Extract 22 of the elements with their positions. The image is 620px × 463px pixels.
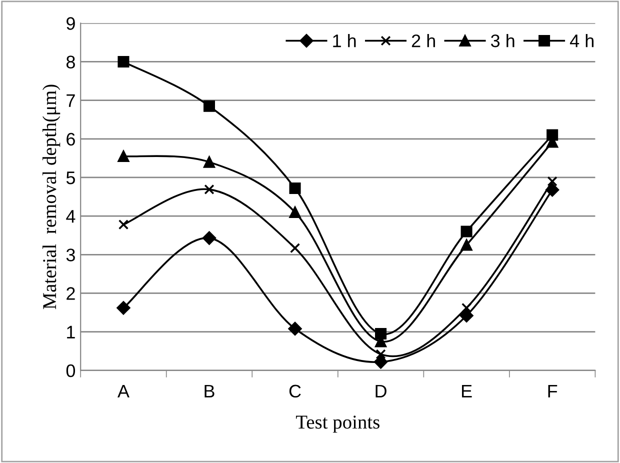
y-tick-label: 6 — [66, 132, 75, 146]
legend-label: 1 h — [333, 34, 356, 48]
y-tick-label: 3 — [66, 248, 75, 262]
y-tick-label: 4 — [66, 210, 76, 223]
x-tick-label: B — [204, 384, 214, 398]
y-tick-label: 7 — [66, 94, 75, 107]
legend-label: 4 h — [570, 34, 594, 48]
y-tick-label: 5 — [66, 172, 75, 184]
y-tick-label: 8 — [66, 56, 75, 68]
y-tick-label: 1 — [67, 326, 75, 338]
legend-label: 2 h — [412, 34, 435, 48]
y-tick-label: 2 — [66, 287, 75, 300]
x-tick-label: A — [118, 384, 130, 398]
x-tick-label: F — [548, 384, 558, 398]
legend-label: 3 h — [490, 34, 514, 48]
y-tick-label: 9 — [66, 17, 75, 30]
x-tick-label: D — [376, 384, 386, 398]
x-axis-title: Test points — [296, 416, 380, 433]
y-axis-title: Material removal depth(μm) — [42, 84, 60, 310]
x-tick-label: E — [462, 384, 472, 398]
x-tick-label: C — [289, 384, 301, 398]
y-tick-label: 0 — [66, 364, 76, 378]
